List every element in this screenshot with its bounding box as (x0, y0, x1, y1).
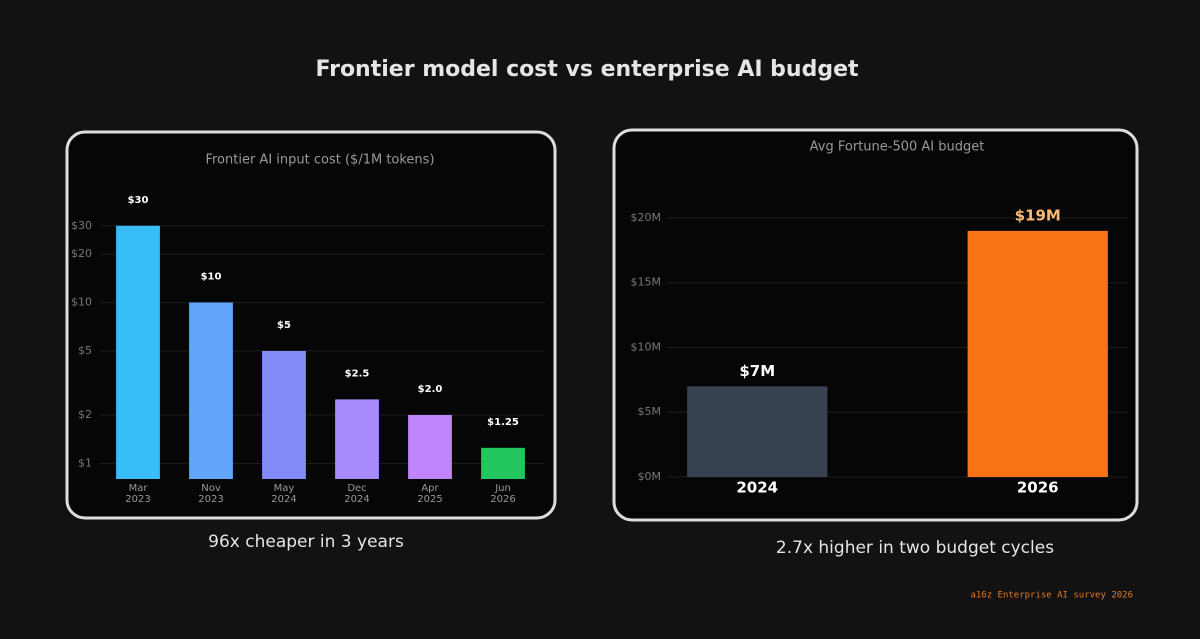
x-tick-label: Jun 2026 (490, 483, 515, 505)
value-label: $19M (1015, 206, 1061, 224)
x-tick-label: May 2024 (271, 483, 296, 505)
x-tick-label-line: 2024 (344, 494, 369, 505)
value-label: $7M (739, 362, 775, 380)
value-label: $5 (277, 320, 291, 331)
bar (481, 447, 525, 479)
value-label: $1.25 (487, 417, 519, 428)
x-tick-label: Apr 2025 (417, 483, 442, 505)
bar (408, 414, 452, 479)
x-tick-label-line: Jun (494, 483, 511, 494)
x-tick-label-line: 2024 (271, 494, 296, 505)
bar (116, 225, 160, 479)
y-tick-label: $10 (71, 296, 92, 309)
page-title: Frontier model cost vs enterprise AI bud… (315, 57, 859, 82)
bar (335, 399, 379, 479)
bar (262, 350, 306, 479)
x-tick-label: Nov 2023 (198, 483, 223, 505)
source-note: a16z Enterprise AI survey 2026 (970, 591, 1133, 601)
bar (189, 302, 233, 479)
x-tick-label-line: Dec (347, 483, 366, 494)
x-tick-label-line: 2023 (125, 494, 150, 505)
y-tick-label: $2 (78, 408, 92, 421)
x-tick-label-line: 2023 (198, 494, 223, 505)
y-tick-label: $0M (638, 470, 662, 483)
y-tick-label: $5 (78, 344, 92, 357)
y-tick-label: $10M (631, 340, 662, 353)
y-tick-label: $20 (71, 247, 92, 260)
x-tick-label: Dec 2024 (344, 483, 369, 505)
x-tick-label-line: 2026 (490, 494, 515, 505)
y-tick-label: $20M (631, 211, 662, 224)
x-tick-label-line: Apr (421, 483, 439, 494)
value-label: $2.0 (418, 384, 443, 395)
x-tick-label-line: May (274, 483, 295, 494)
x-tick-label-line: Nov (201, 483, 221, 494)
caption: 2.7x higher in two budget cycles (776, 538, 1054, 558)
caption: 96x cheaper in 3 years (208, 532, 404, 552)
x-tick-label-line: Mar (129, 483, 149, 494)
value-label: $2.5 (345, 368, 370, 379)
value-label: $10 (201, 272, 222, 283)
value-label: $30 (128, 195, 149, 206)
bar (687, 386, 828, 477)
x-tick-label: Mar 2023 (125, 483, 150, 505)
y-tick-label: $5M (638, 405, 662, 418)
x-tick-label: 2024 (736, 479, 778, 497)
y-tick-label: $1 (78, 456, 92, 469)
bar (967, 230, 1108, 477)
y-tick-label: $15M (631, 276, 662, 289)
chart-title: Avg Fortune-500 AI budget (810, 140, 985, 155)
x-tick-label: 2026 (1017, 479, 1059, 497)
x-tick-label-line: 2025 (417, 494, 442, 505)
y-tick-label: $30 (71, 219, 92, 232)
chart-title: Frontier AI input cost ($/1M tokens) (205, 153, 434, 168)
